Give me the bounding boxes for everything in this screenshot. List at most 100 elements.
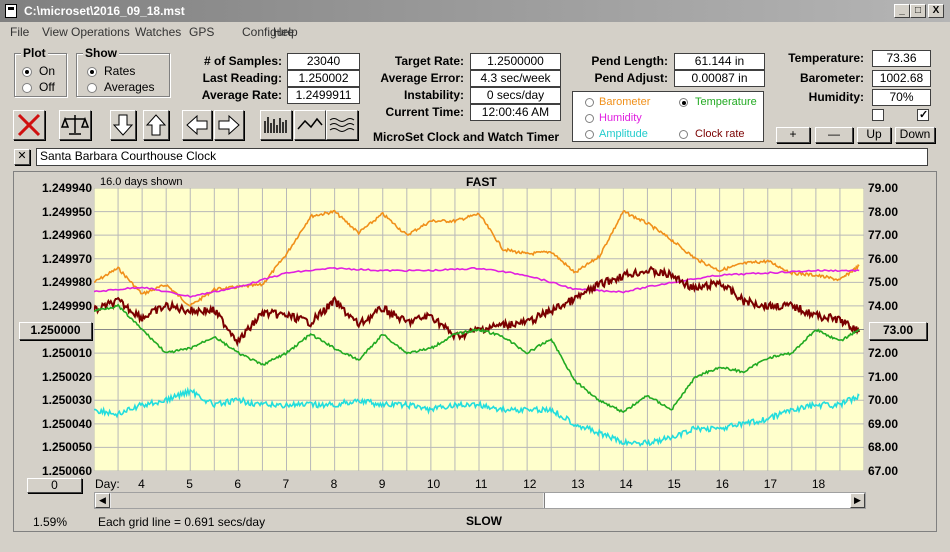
- balance-scale-icon: [60, 115, 90, 135]
- maximize-button[interactable]: □: [910, 4, 926, 18]
- y-right-tick-label: 78.00: [868, 204, 899, 219]
- stop-button[interactable]: [13, 110, 45, 140]
- barometer-legend-label: Barometer: [599, 96, 651, 108]
- y-right-tick-label: 79.00: [868, 181, 899, 195]
- x-tick-label: 14: [619, 477, 633, 491]
- menu-view[interactable]: View: [42, 25, 68, 39]
- y-left-tick-label: 1.249980: [41, 275, 92, 290]
- x-tick-label: 7: [282, 477, 290, 491]
- close-button[interactable]: X: [928, 4, 944, 18]
- average-rate-field: 1.2499911: [287, 87, 360, 104]
- menu-configure[interactable]: Help: [273, 25, 298, 39]
- scroll-track[interactable]: [111, 493, 543, 508]
- offset-button[interactable]: 0: [27, 478, 82, 493]
- menu-bar: File View Operations Watches GPS Configu…: [0, 22, 950, 42]
- center-rate-button[interactable]: 1.250000: [19, 322, 92, 340]
- y-right-tick-label: 70.00: [868, 393, 899, 408]
- menu-watches[interactable]: GPS: [189, 25, 215, 39]
- show-averages-radio[interactable]: [87, 83, 97, 93]
- clock-rate-legend-label: Clock rate: [695, 128, 745, 140]
- amplitude-radio[interactable]: [585, 130, 594, 139]
- barometer-field: 1002.68: [872, 70, 931, 87]
- x-tick-label: 12: [523, 477, 537, 491]
- show-group: Show Rates Averages: [76, 46, 170, 97]
- x-tick-label: 4: [138, 477, 145, 491]
- x-tick-label: 18: [811, 477, 826, 491]
- y-left-tick-label: 1.249940: [41, 181, 92, 195]
- minimize-button[interactable]: _: [894, 4, 910, 18]
- noise-view-button[interactable]: [326, 110, 358, 140]
- humidity-checkbox-2[interactable]: [917, 108, 929, 121]
- y-right-tick-label: 75.00: [868, 275, 899, 290]
- menu-file[interactable]: File: [10, 25, 30, 39]
- show-averages-label: Averages: [104, 80, 155, 94]
- scroll-thumb[interactable]: [544, 493, 850, 508]
- temperature-legend-label: Temperature: [695, 96, 757, 108]
- pend-adjust-label: Pend Adjust:: [594, 71, 668, 85]
- barometer-radio[interactable]: [585, 98, 594, 107]
- show-rates-radio[interactable]: [87, 67, 97, 77]
- y-left-tick-label: 1.249960: [41, 228, 92, 243]
- down-arrow-button[interactable]: [110, 110, 136, 140]
- clock-name-field[interactable]: Santa Barbara Courthouse Clock: [36, 148, 928, 166]
- y-right-tick-label: 68.00: [868, 440, 899, 455]
- series-legend: Barometer Temperature Humidity Amplitude…: [572, 91, 764, 142]
- x-tick-label: 17: [763, 477, 778, 491]
- plot-off-radio[interactable]: [22, 83, 32, 93]
- up-button[interactable]: Up: [857, 127, 891, 143]
- scroll-right-arrow[interactable]: ▶: [850, 493, 865, 508]
- percent-label: 1.59%: [33, 515, 68, 529]
- down-button[interactable]: Down: [895, 127, 935, 143]
- plot-on-radio[interactable]: [22, 67, 32, 77]
- y-left-tick-label: 1.249970: [41, 251, 92, 266]
- menu-controls[interactable]: Watches: [135, 25, 182, 39]
- humidity-checkbox-1[interactable]: [872, 109, 884, 121]
- app-icon: [5, 4, 17, 18]
- temperature-label: Temperature:: [788, 51, 864, 65]
- y-right-tick-label: 69.00: [868, 416, 899, 431]
- wavy-lines-icon: [329, 118, 355, 132]
- target-rate-label: Target Rate:: [394, 54, 464, 68]
- scroll-left-arrow[interactable]: ◀: [95, 493, 110, 508]
- plus-button[interactable]: +: [776, 127, 810, 143]
- x-tick-label: 5: [186, 477, 193, 491]
- temperature-radio[interactable]: [679, 98, 688, 107]
- up-arrow-button[interactable]: [143, 110, 169, 140]
- day-axis-label: Day:: [95, 477, 120, 491]
- minus-button[interactable]: —: [815, 127, 853, 143]
- y-left-tick-label: 1.249950: [41, 204, 92, 219]
- arrow-down-icon: [112, 114, 134, 136]
- samples-field: 23040: [287, 53, 360, 70]
- clock-rate-radio[interactable]: [679, 130, 688, 139]
- y-left-tick-label: 1.250030: [41, 393, 92, 408]
- instability-label: Instability:: [403, 88, 464, 102]
- x-icon: [17, 113, 41, 137]
- chart-title-fast: FAST: [466, 175, 497, 189]
- temperature-field: 73.36: [872, 50, 931, 67]
- series-clock-rate: [94, 265, 861, 348]
- balance-button[interactable]: [59, 110, 91, 140]
- grid-note-label: Each grid line = 0.691 secs/day: [98, 515, 266, 529]
- y-right-tick-label: 72.00: [868, 346, 899, 361]
- line-view-button[interactable]: [294, 110, 326, 140]
- app-name-label: MicroSet Clock and Watch Timer: [373, 130, 560, 144]
- target-rate-field: 1.2500000: [470, 53, 561, 70]
- timeline-scrollbar[interactable]: ◀ ▶: [94, 492, 866, 509]
- left-arrow-button[interactable]: [182, 110, 212, 140]
- humidity-legend-label: Humidity: [599, 112, 642, 124]
- chart-title-slow: SLOW: [466, 514, 502, 528]
- humidity-radio[interactable]: [585, 114, 594, 123]
- menu-gps[interactable]: Configure: [242, 25, 295, 39]
- last-reading-label: Last Reading:: [202, 71, 282, 85]
- arrow-left-icon: [186, 114, 208, 136]
- days-shown-label: 16.0 days shown: [100, 176, 183, 188]
- center-temp-button[interactable]: 73.00: [869, 322, 927, 340]
- right-arrow-button[interactable]: [214, 110, 244, 140]
- plot-group-title: Plot: [21, 46, 48, 60]
- menu-operations[interactable]: Operations: [71, 25, 130, 39]
- x-tick-label: 16: [715, 477, 729, 491]
- current-time-label: Current Time:: [385, 105, 464, 119]
- bars-view-button[interactable]: [260, 110, 292, 140]
- humidity-label: Humidity:: [808, 90, 864, 104]
- clear-clock-button[interactable]: ✕: [14, 149, 30, 165]
